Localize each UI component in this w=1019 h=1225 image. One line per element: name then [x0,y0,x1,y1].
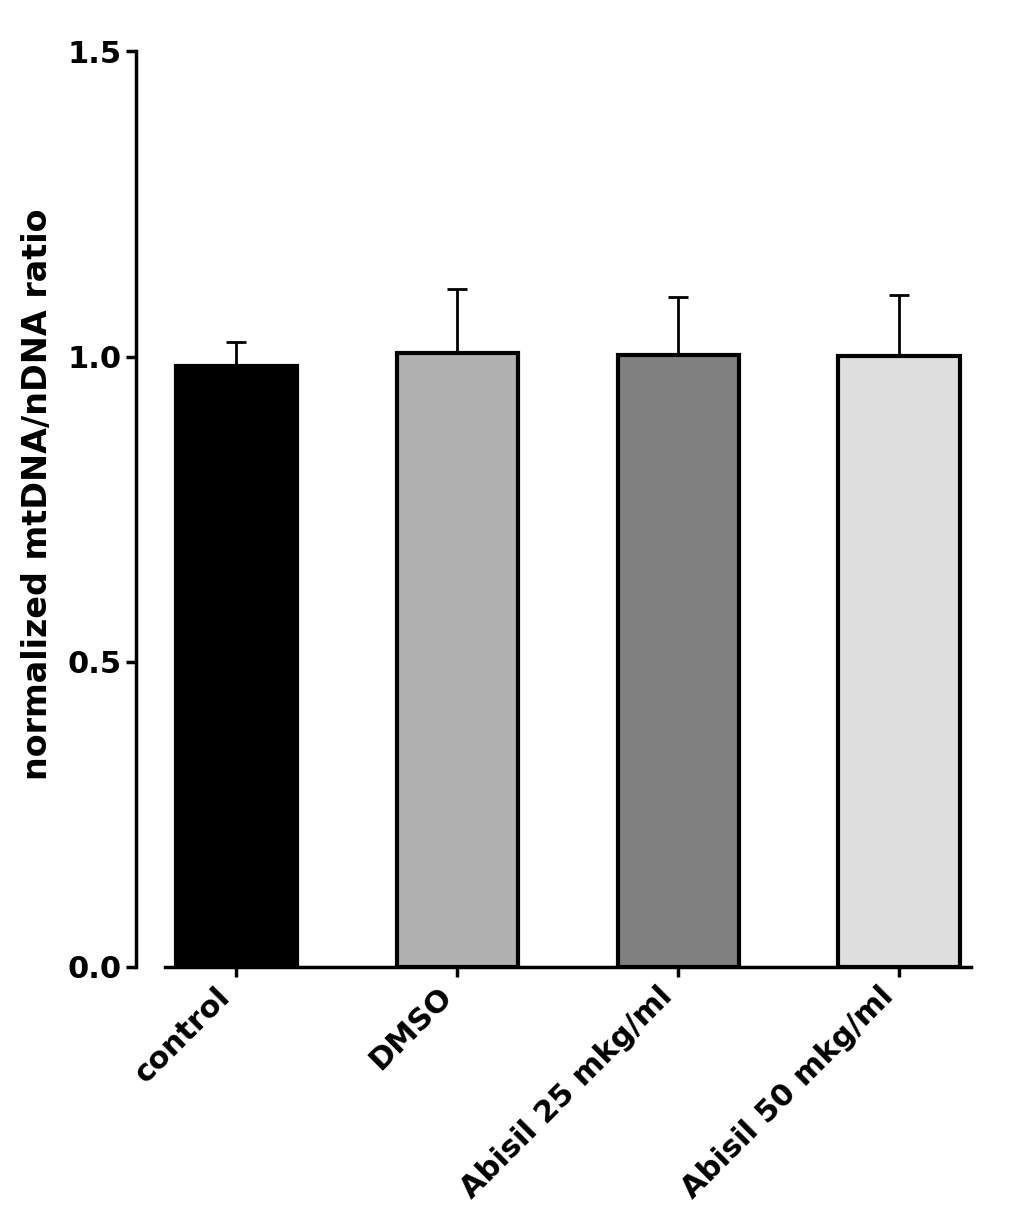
Y-axis label: normalized mtDNA/nDNA ratio: normalized mtDNA/nDNA ratio [20,208,54,779]
Bar [396,354,518,967]
Bar [616,355,739,967]
Bar [175,366,297,967]
Bar [838,356,959,967]
